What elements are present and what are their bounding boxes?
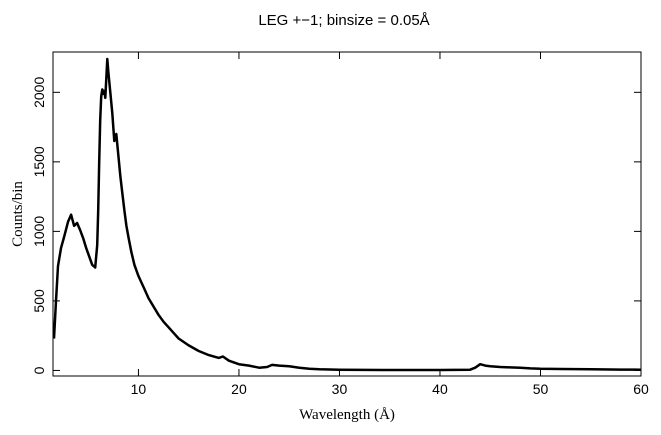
y-tick-label: 1500: [31, 146, 47, 177]
x-tick-label: 50: [533, 381, 549, 397]
y-axis: 0 500 1000 1500 2000: [31, 77, 641, 374]
x-axis: 10 20 30 40 50 60: [131, 52, 649, 397]
x-axis-label: Wavelength (Å): [299, 407, 395, 423]
y-axis-label: Counts/bin: [10, 181, 26, 247]
spectrum-line: [52, 57, 642, 372]
y-tick-label: 500: [31, 289, 47, 313]
y-tick-label: 1000: [31, 216, 47, 247]
x-tick-label: 10: [131, 381, 147, 397]
x-tick-label: 30: [332, 381, 348, 397]
plot-area: 10 20 30 40 50 60 0 500 1000 1500 2000: [31, 51, 649, 397]
x-tick-label: 60: [633, 381, 649, 397]
x-tick-label: 40: [432, 381, 448, 397]
y-tick-label: 0: [31, 366, 47, 374]
x-tick-label: 20: [231, 381, 247, 397]
chart-title: LEG +−1; binsize = 0.05Å: [258, 12, 429, 29]
plot-frame: [52, 51, 642, 377]
y-tick-label: 2000: [31, 77, 47, 108]
